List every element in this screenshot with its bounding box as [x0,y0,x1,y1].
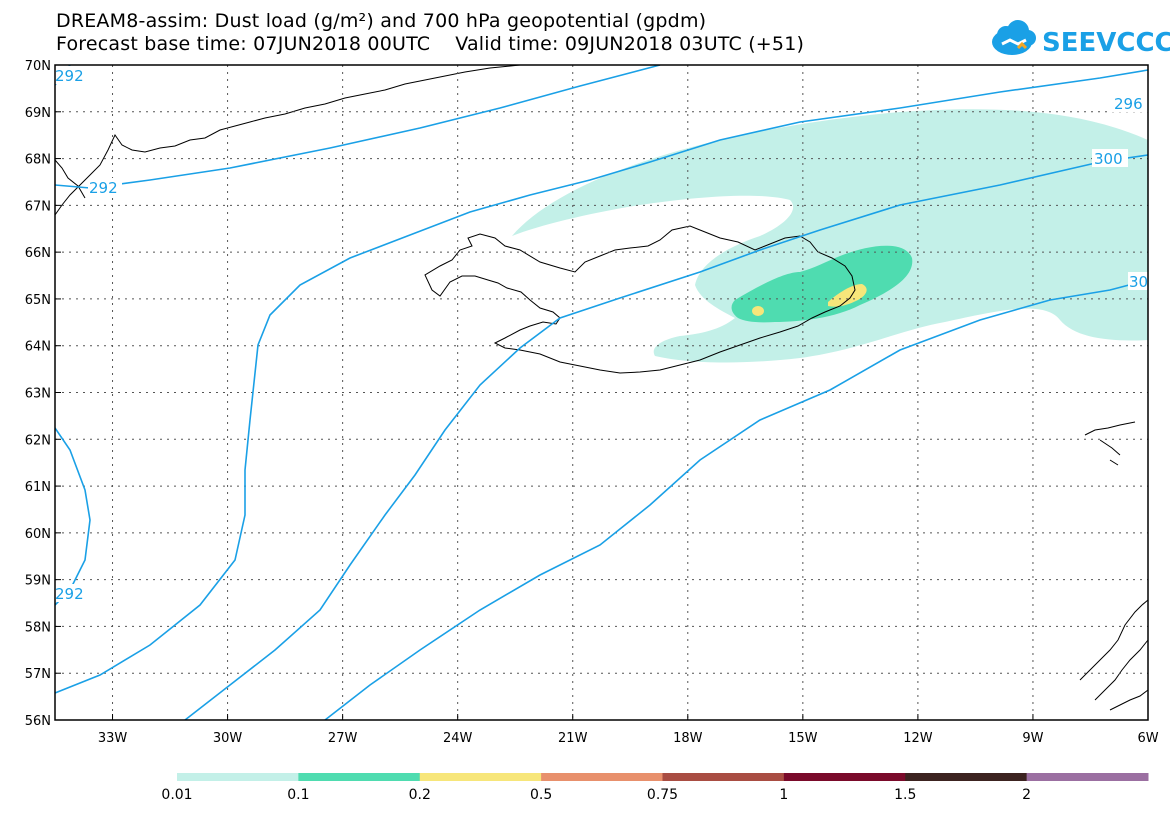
lon-tick-label: 24W [443,731,473,746]
cloud-icon [992,20,1036,55]
contour-label: 296 [1114,95,1143,113]
lat-tick-label: 69N [25,106,51,121]
lat-tick-label: 67N [25,199,51,214]
dust-area-high-1 [828,284,867,307]
contour-292-north [55,65,661,189]
latitude-labels: 70N 69N 68N 67N 66N 65N 64N 63N 62N 61N 60N 59N 58N 5… [25,59,61,729]
lon-tick-label: 33W [98,731,128,746]
legend-label: 0.2 [409,787,431,803]
legend-swatch [1026,773,1149,781]
legend-swatch [783,773,906,781]
lon-tick-label: 18W [673,731,703,746]
lat-tick-label: 59N [25,574,51,589]
contour-292-west [55,427,91,606]
dust-area-high-2 [752,306,764,316]
legend-label: 0.75 [647,787,678,803]
lat-tick-label: 64N [25,340,51,355]
dust-area-mid [731,245,913,323]
coastlines [55,65,1148,711]
legend-label: 0.5 [530,787,552,803]
legend-swatch [177,773,299,781]
contour-296 [184,154,1148,720]
legend-label: 1 [779,787,788,803]
legend-swatch [419,773,542,781]
contour-label: 292 [89,179,118,197]
coastline-iceland [424,225,856,374]
coastline-greenland [55,65,521,216]
legend-label: 0.1 [287,787,309,803]
graticule [55,65,1148,720]
dust-area-low [512,109,1148,363]
contour-label: 300 [1094,150,1123,168]
dust-load-shading [512,109,1148,363]
coastline-faroe [1084,421,1136,466]
contour-label: 292 [55,585,84,603]
contour-292-south [55,69,1148,694]
longitude-labels: 33W 30W 27W 24W 21W 18W 15W 12W 9W 6W [98,714,1159,746]
lat-tick-label: 63N [25,387,51,402]
lat-tick-label: 56N [25,714,51,729]
lat-tick-label: 70N [25,59,51,74]
contour-labels: 292 292 292 296 300 30 [55,66,1148,603]
logo-text: SEEVCCC [1042,28,1170,58]
lon-tick-label: 12W [903,731,933,746]
legend-label: 0.01 [161,787,192,803]
legend-label: 2 [1022,787,1031,803]
coastline-greenland-east [55,159,86,199]
lon-tick-label: 9W [1022,731,1043,746]
lon-tick-label: 6W [1137,731,1158,746]
lon-tick-label: 21W [558,731,588,746]
lat-tick-label: 68N [25,153,51,168]
lat-tick-label: 57N [25,667,51,682]
seevccc-logo: SEEVCCC [992,20,1170,58]
lat-tick-label: 66N [25,246,51,261]
map-title: DREAM8-assim: Dust load (g/m²) and 700 h… [56,10,707,32]
legend-label: 1.5 [894,787,916,803]
legend-swatch [662,773,785,781]
coastline-scotland [1079,599,1148,711]
lon-tick-label: 30W [213,731,243,746]
lat-tick-label: 60N [25,527,51,542]
lat-tick-label: 62N [25,433,51,448]
contour-label: 30 [1129,273,1148,291]
contour-300 [324,279,1148,720]
legend-swatch [541,773,663,781]
lat-tick-label: 58N [25,620,51,635]
legend: 0.01 0.1 0.2 0.5 0.75 1 1.5 2 [161,773,1149,803]
lat-tick-label: 61N [25,480,51,495]
legend-swatch [298,773,421,781]
legend-swatch [905,773,1028,781]
contour-label: 292 [55,67,84,85]
map-subtitle: Forecast base time: 07JUN2018 00UTC Vali… [56,33,805,55]
lat-tick-label: 65N [25,293,51,308]
lon-tick-label: 27W [328,731,358,746]
lon-tick-label: 15W [788,731,818,746]
